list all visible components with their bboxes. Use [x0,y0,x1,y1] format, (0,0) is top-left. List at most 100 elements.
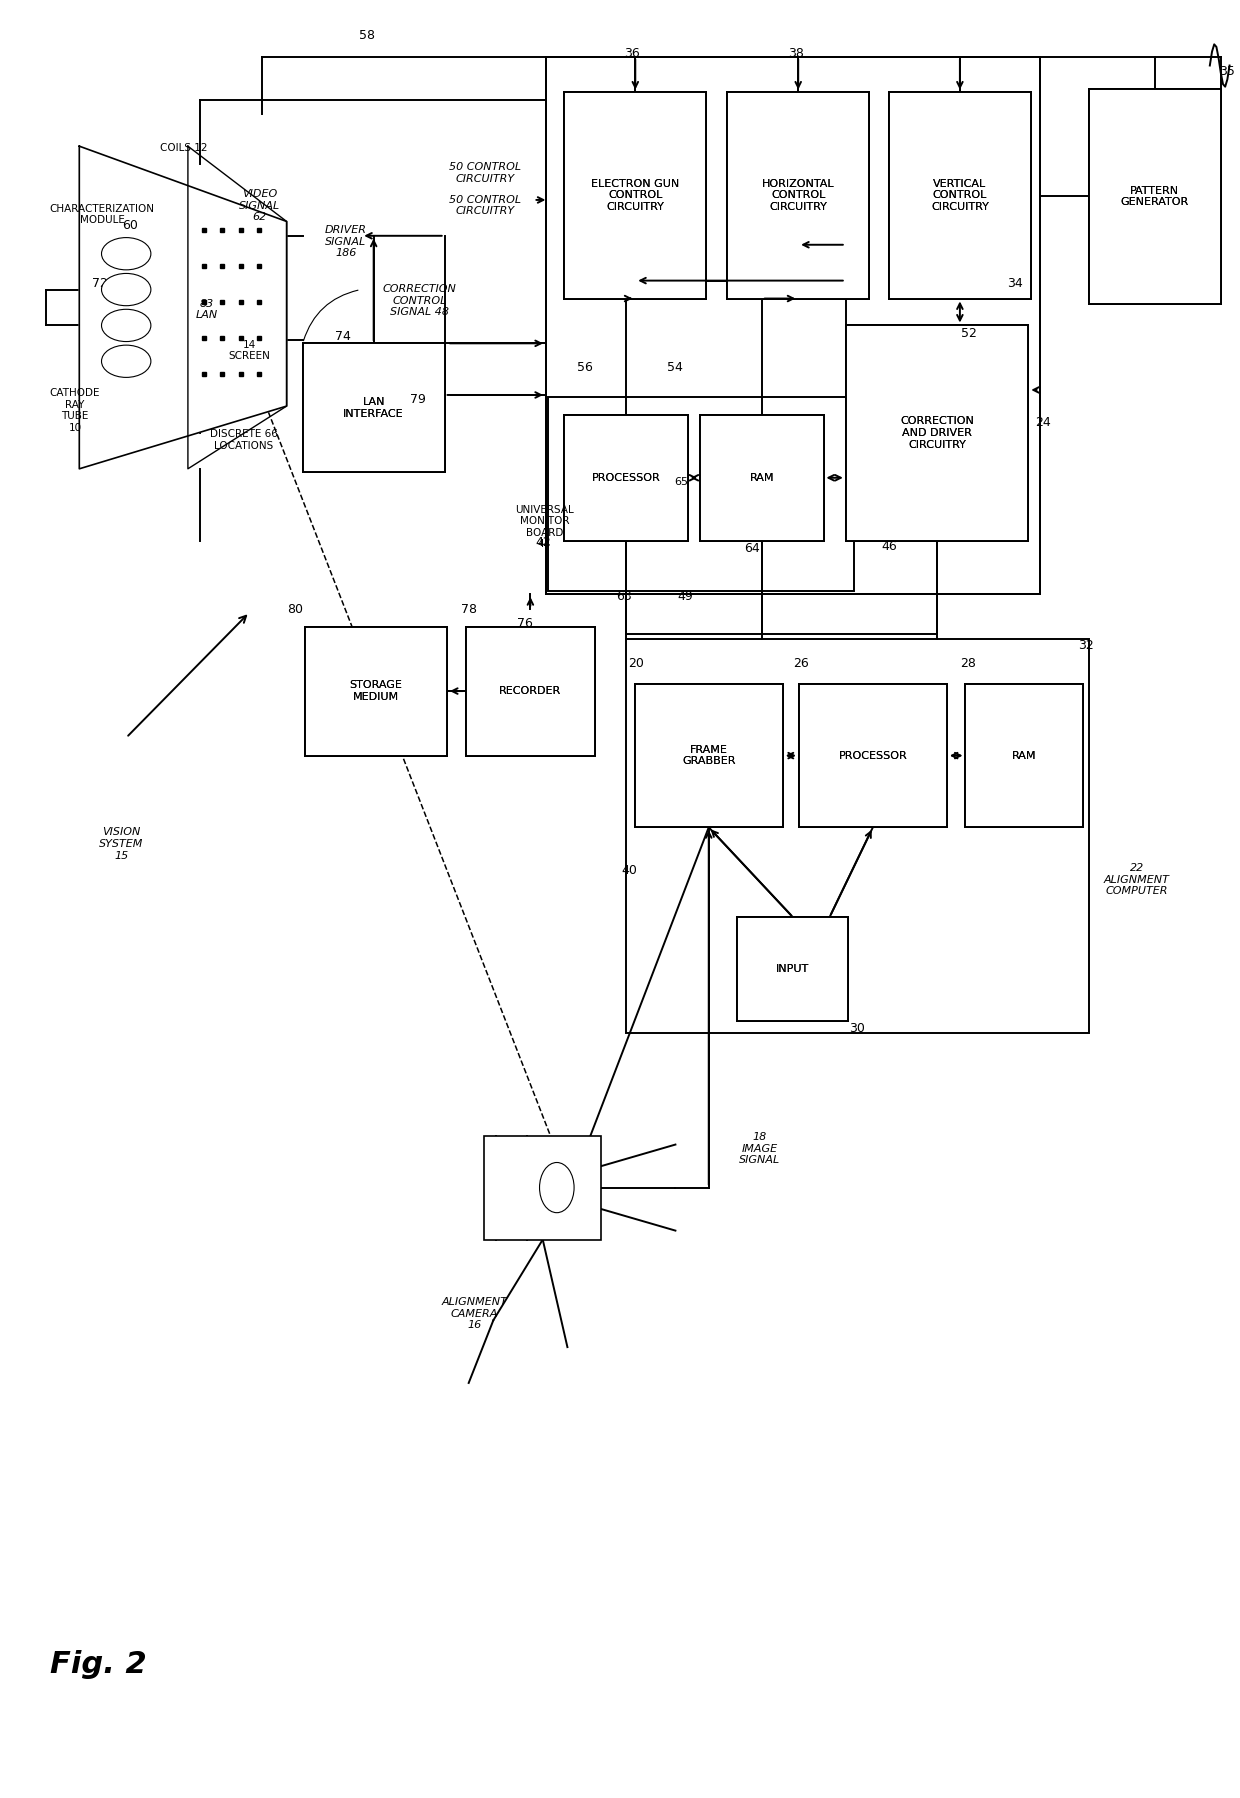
Bar [799,683,947,827]
Text: VISION
SYSTEM
15: VISION SYSTEM 15 [99,827,144,861]
Text: VERTICAL
CONTROL
CIRCUITRY: VERTICAL CONTROL CIRCUITRY [931,178,988,212]
Bar [305,626,448,755]
Text: STORAGE
MEDIUM: STORAGE MEDIUM [350,680,403,701]
Text: ALIGNMENT
CAMERA
16: ALIGNMENT CAMERA 16 [441,1296,507,1331]
Bar [727,92,869,298]
Text: 28: 28 [960,656,976,669]
Ellipse shape [102,237,151,270]
Text: 18
IMAGE
SIGNAL: 18 IMAGE SIGNAL [739,1133,780,1165]
Text: FRAME
GRABBER: FRAME GRABBER [682,744,735,766]
Bar [546,56,1039,595]
Text: UNIVERSAL
MONITOR
BOARD
44: UNIVERSAL MONITOR BOARD 44 [515,505,574,550]
Text: 30: 30 [849,1023,864,1036]
Text: VIDEO
SIGNAL
62: VIDEO SIGNAL 62 [239,189,280,223]
Bar [846,325,1028,541]
Text: 46: 46 [882,539,897,554]
Bar [465,626,595,755]
Text: INPUT: INPUT [776,964,810,975]
Text: PROCESSOR: PROCESSOR [838,750,908,761]
Text: CORRECTION
AND DRIVER
CIRCUITRY: CORRECTION AND DRIVER CIRCUITRY [900,417,973,450]
Bar [303,343,445,473]
Text: 38: 38 [789,47,805,59]
Bar [701,415,823,541]
Text: 56: 56 [578,361,593,374]
Bar [727,92,869,298]
Text: LAN
INTERFACE: LAN INTERFACE [343,397,404,419]
Text: COILS 12: COILS 12 [160,142,207,153]
Bar [546,56,1039,595]
Bar [635,683,782,827]
Text: 83
LAN: 83 LAN [195,298,217,320]
Text: CORRECTION
CONTROL
SIGNAL 48: CORRECTION CONTROL SIGNAL 48 [383,284,456,318]
Bar [1089,88,1221,304]
Bar [564,92,707,298]
Text: STORAGE
MEDIUM: STORAGE MEDIUM [350,680,403,701]
Text: 63: 63 [616,590,631,604]
Text: PATTERN
GENERATOR: PATTERN GENERATOR [1121,185,1189,207]
Bar [737,917,848,1021]
Text: FRAME
GRABBER: FRAME GRABBER [682,744,735,766]
Bar [889,92,1030,298]
Text: 35: 35 [1219,65,1235,77]
Text: VERTICAL
CONTROL
CIRCUITRY: VERTICAL CONTROL CIRCUITRY [931,178,988,212]
Text: ELECTRON GUN
CONTROL
CIRCUITRY: ELECTRON GUN CONTROL CIRCUITRY [591,178,680,212]
Text: RAM: RAM [749,473,774,484]
Bar [564,415,688,541]
Bar [966,683,1083,827]
Text: 50 CONTROL
CIRCUITRY: 50 CONTROL CIRCUITRY [449,162,521,183]
Text: HORIZONTAL
CONTROL
CIRCUITRY: HORIZONTAL CONTROL CIRCUITRY [761,178,835,212]
Bar [548,397,854,592]
Bar [635,683,782,827]
Text: DISCRETE 66
LOCATIONS: DISCRETE 66 LOCATIONS [210,430,278,451]
Text: LAN
INTERFACE: LAN INTERFACE [343,397,404,419]
Text: 78: 78 [461,602,477,615]
Text: HORIZONTAL
CONTROL
CIRCUITRY: HORIZONTAL CONTROL CIRCUITRY [761,178,835,212]
Text: 72: 72 [92,277,108,289]
Text: 32: 32 [1079,638,1094,651]
Text: 74: 74 [336,331,351,343]
Text: ELECTRON GUN
CONTROL
CIRCUITRY: ELECTRON GUN CONTROL CIRCUITRY [591,178,680,212]
Bar [799,683,947,827]
Text: 26: 26 [794,656,810,669]
Text: 76: 76 [517,617,533,629]
Ellipse shape [102,273,151,306]
Text: CHARACTERIZATION
MODULE: CHARACTERIZATION MODULE [50,203,155,225]
Text: 36: 36 [625,47,640,59]
Bar [889,92,1030,298]
Text: RAM: RAM [749,473,774,484]
Text: PROCESSOR: PROCESSOR [591,473,661,484]
Bar [564,415,688,541]
Text: 60: 60 [122,219,138,232]
Text: CORRECTION
AND DRIVER
CIRCUITRY: CORRECTION AND DRIVER CIRCUITRY [900,417,973,450]
Text: 79: 79 [409,394,425,406]
Text: 24: 24 [1035,417,1052,430]
Text: 65: 65 [675,476,688,487]
Text: DRIVER
SIGNAL
186: DRIVER SIGNAL 186 [325,225,367,259]
Polygon shape [79,146,286,469]
Ellipse shape [102,345,151,378]
Text: 40: 40 [621,865,637,877]
Bar [737,917,848,1021]
Text: 49: 49 [677,590,693,604]
Ellipse shape [102,309,151,342]
Bar [484,1136,601,1239]
Text: 20: 20 [627,656,644,669]
Text: PROCESSOR: PROCESSOR [591,473,661,484]
Text: 64: 64 [744,541,760,556]
Bar [626,638,1089,1034]
Bar [1089,88,1221,304]
Text: RECORDER: RECORDER [500,687,562,696]
Bar [465,626,595,755]
Text: 14
SCREEN: 14 SCREEN [228,340,270,361]
Bar [303,343,445,473]
Text: CATHODE
RAY
TUBE
10: CATHODE RAY TUBE 10 [50,388,100,433]
Bar [846,325,1028,541]
Text: RAM: RAM [1012,750,1037,761]
Bar [305,626,448,755]
Text: 54: 54 [667,361,683,374]
Bar [701,415,823,541]
Text: 42: 42 [536,536,552,550]
Text: 50 CONTROL
CIRCUITRY: 50 CONTROL CIRCUITRY [449,194,521,216]
Text: PROCESSOR: PROCESSOR [838,750,908,761]
Text: INPUT: INPUT [776,964,810,975]
